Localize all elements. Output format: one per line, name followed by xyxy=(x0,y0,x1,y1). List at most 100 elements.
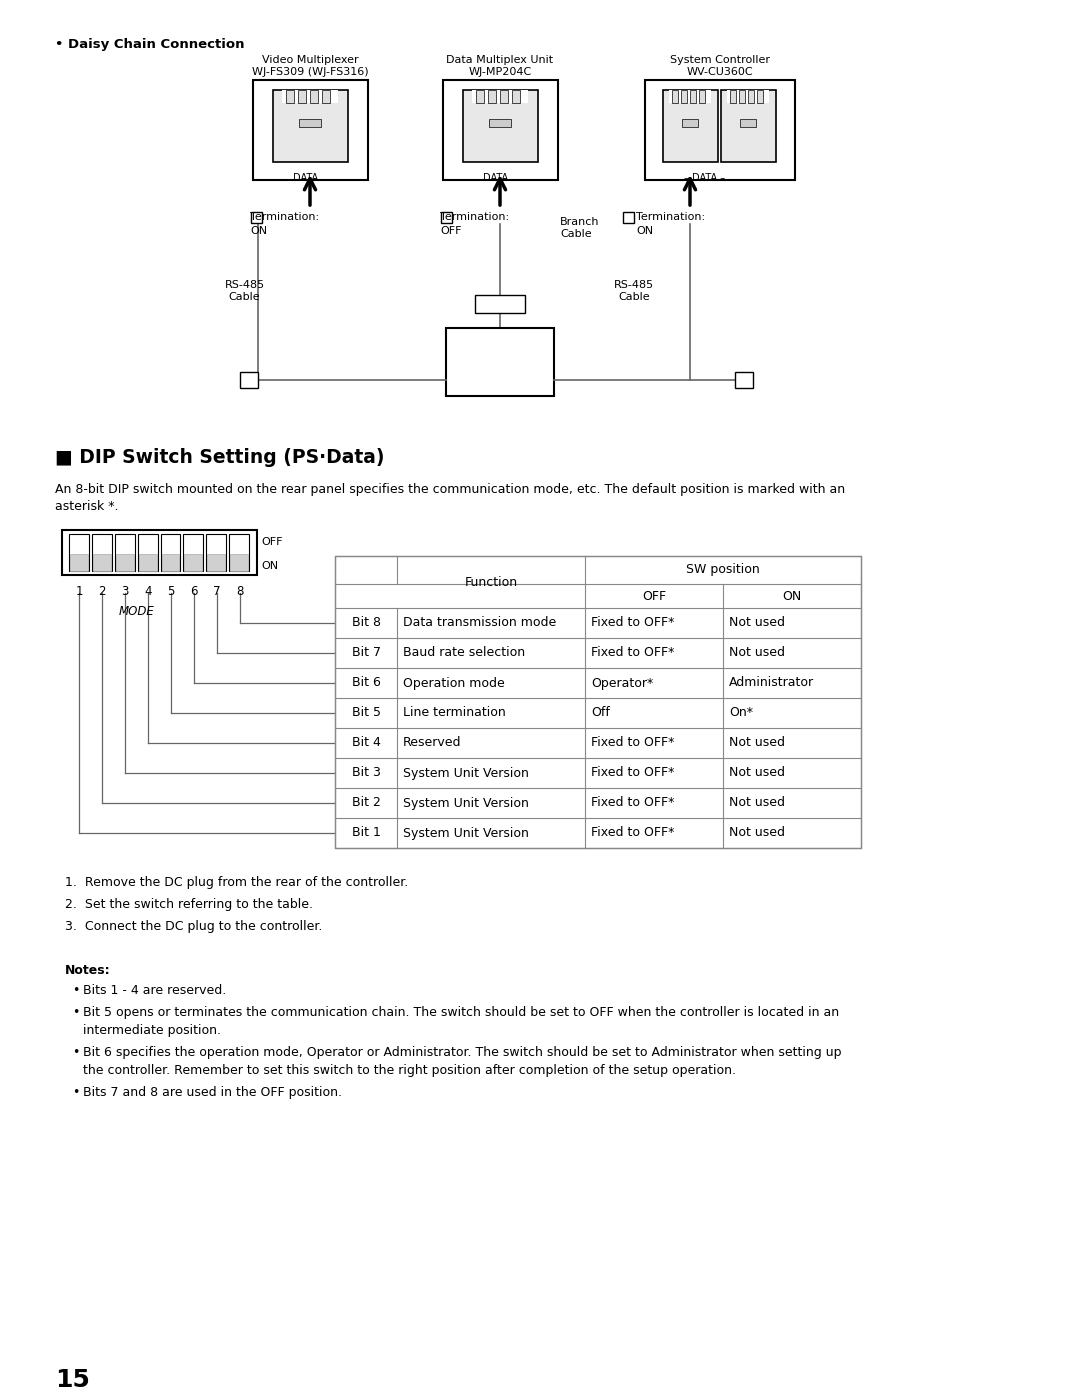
Bar xyxy=(335,556,861,848)
Bar xyxy=(69,534,89,571)
Text: Not used: Not used xyxy=(729,767,785,780)
Bar xyxy=(662,89,717,162)
Bar xyxy=(500,89,508,103)
Text: ON: ON xyxy=(636,226,653,236)
Text: Notes:: Notes: xyxy=(65,964,110,977)
Text: Operation mode: Operation mode xyxy=(403,676,504,690)
Bar xyxy=(299,119,321,127)
Text: 7: 7 xyxy=(213,585,220,598)
Text: MODE: MODE xyxy=(119,605,154,617)
Text: Administrator: Administrator xyxy=(729,676,814,690)
Bar xyxy=(93,555,111,571)
Bar xyxy=(670,89,711,103)
Bar xyxy=(443,80,557,180)
Text: 3.  Connect the DC plug to the controller.: 3. Connect the DC plug to the controller… xyxy=(65,921,322,933)
Text: intermediate position.: intermediate position. xyxy=(83,1024,221,1037)
Text: Bits 7 and 8 are used in the OFF position.: Bits 7 and 8 are used in the OFF positio… xyxy=(83,1085,342,1099)
Bar xyxy=(673,89,678,103)
Text: Not used: Not used xyxy=(729,616,785,630)
Text: 8: 8 xyxy=(235,585,243,598)
Bar xyxy=(681,89,687,103)
Text: OFF: OFF xyxy=(441,226,462,236)
Bar xyxy=(757,89,762,103)
Text: Operator*: Operator* xyxy=(591,676,653,690)
Bar xyxy=(162,555,179,571)
Text: WV-CU360C: WV-CU360C xyxy=(687,67,754,77)
Bar xyxy=(727,89,769,103)
Text: Not used: Not used xyxy=(729,796,785,809)
Bar xyxy=(253,80,367,180)
Text: 2.  Set the switch referring to the table.: 2. Set the switch referring to the table… xyxy=(65,898,313,911)
Text: •: • xyxy=(72,1046,79,1059)
Text: Bit 5 opens or terminates the communication chain. The switch should be set to O: Bit 5 opens or terminates the communicat… xyxy=(83,1006,839,1018)
Bar xyxy=(70,555,87,571)
Bar xyxy=(92,534,111,571)
Bar xyxy=(251,212,261,224)
Text: •: • xyxy=(72,1085,79,1099)
Text: Bit 3: Bit 3 xyxy=(352,767,380,780)
Bar xyxy=(240,372,257,388)
Text: ON: ON xyxy=(261,562,279,571)
Text: Bit 5: Bit 5 xyxy=(351,707,380,719)
Text: Fixed to OFF*: Fixed to OFF* xyxy=(591,796,674,809)
Text: asterisk *.: asterisk *. xyxy=(55,500,119,513)
Text: SW position: SW position xyxy=(686,563,760,577)
Text: DATA: DATA xyxy=(484,173,509,183)
Text: ON: ON xyxy=(782,590,801,602)
Text: ■ DIP Switch Setting (PS·Data): ■ DIP Switch Setting (PS·Data) xyxy=(55,448,384,467)
Bar xyxy=(739,89,745,103)
Text: Bit 6 specifies the operation mode, Operator or Administrator. The switch should: Bit 6 specifies the operation mode, Oper… xyxy=(83,1046,841,1059)
Text: •: • xyxy=(72,1006,79,1018)
Text: Video Multiplexer: Video Multiplexer xyxy=(261,54,359,66)
Text: 2: 2 xyxy=(98,585,106,598)
Text: •: • xyxy=(72,983,79,997)
Bar xyxy=(282,89,338,103)
Bar xyxy=(207,555,225,571)
Bar xyxy=(699,89,705,103)
Bar xyxy=(137,534,158,571)
Bar xyxy=(690,89,696,103)
Bar xyxy=(310,89,318,103)
Text: System Unit Version: System Unit Version xyxy=(403,796,529,809)
Bar xyxy=(229,534,249,571)
Text: ON: ON xyxy=(251,226,268,236)
Text: Branch
Cable: Branch Cable xyxy=(561,217,599,239)
Bar xyxy=(272,89,348,162)
Text: Termination:: Termination: xyxy=(441,212,510,222)
Bar xyxy=(740,119,756,127)
Bar xyxy=(681,119,699,127)
Bar xyxy=(230,555,248,571)
Text: 1: 1 xyxy=(76,585,83,598)
Text: Termination:: Termination: xyxy=(251,212,320,222)
Text: Not used: Not used xyxy=(729,647,785,659)
Text: An 8-bit DIP switch mounted on the rear panel specifies the communication mode, : An 8-bit DIP switch mounted on the rear … xyxy=(55,483,846,496)
Text: System Unit Version: System Unit Version xyxy=(403,827,529,840)
Text: OFF: OFF xyxy=(261,536,283,548)
Text: – DATA –: – DATA – xyxy=(685,173,726,183)
Bar xyxy=(206,534,226,571)
Bar xyxy=(476,89,484,103)
Text: Not used: Not used xyxy=(729,736,785,750)
Bar xyxy=(298,89,306,103)
Bar xyxy=(185,555,202,571)
Text: the controller. Remember to set this switch to the right position after completi: the controller. Remember to set this swi… xyxy=(83,1065,735,1077)
Bar xyxy=(138,555,157,571)
Bar xyxy=(623,212,634,224)
Text: RS-485
Cable: RS-485 Cable xyxy=(225,279,265,302)
Bar xyxy=(322,89,330,103)
Bar xyxy=(441,212,451,224)
Text: RS-485
Cable: RS-485 Cable xyxy=(613,279,654,302)
Text: Function: Function xyxy=(464,576,517,588)
Bar xyxy=(446,328,554,395)
Text: WJ-FS309 (WJ-FS316): WJ-FS309 (WJ-FS316) xyxy=(252,67,368,77)
Bar xyxy=(114,534,135,571)
Text: OFF: OFF xyxy=(642,590,666,602)
Text: On*: On* xyxy=(729,707,753,719)
Bar xyxy=(645,80,795,180)
Text: Bit 2: Bit 2 xyxy=(352,796,380,809)
Bar xyxy=(472,89,528,103)
Text: DATA: DATA xyxy=(294,173,319,183)
Bar xyxy=(161,534,180,571)
Text: 5: 5 xyxy=(167,585,175,598)
Text: Fixed to OFF*: Fixed to OFF* xyxy=(591,647,674,659)
